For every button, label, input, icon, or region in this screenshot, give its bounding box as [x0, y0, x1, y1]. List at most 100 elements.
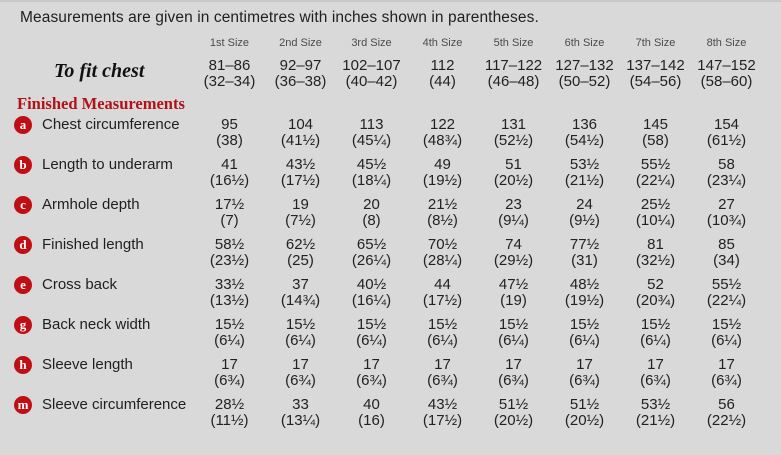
size-header-spacer: [0, 37, 194, 49]
value-cell: 15½ (6¼): [336, 317, 407, 357]
value-cell: 15½ (6¼): [478, 317, 549, 357]
value-cell: 127–132 (50–52): [549, 58, 620, 90]
value-cm: 55½: [640, 156, 671, 173]
value-cell: 17 (6¾): [478, 357, 549, 397]
value-cm: 21½: [427, 196, 458, 213]
value-cell: 117–122 (46–48): [478, 58, 549, 90]
value-inches: (44): [429, 73, 456, 90]
value-cm: 147–152: [697, 57, 756, 74]
value-cell: 131 (52½): [478, 117, 549, 157]
value-inches: (13¼): [280, 412, 321, 429]
row-label-cell: a Chest circumference: [0, 116, 194, 157]
row-label: Sleeve length: [42, 356, 133, 373]
value-inches: (38): [216, 132, 243, 149]
size-header: 1st Size: [209, 37, 250, 49]
row-label: Back neck width: [42, 316, 151, 333]
value-cell: 112 (44): [407, 58, 478, 90]
value-cm: 145: [642, 116, 669, 133]
value-cm: 15½: [569, 316, 600, 333]
value-inches: (6¾): [640, 372, 671, 389]
value-cell: 104 (41½): [265, 117, 336, 157]
value-inches: (17½): [422, 292, 463, 309]
value-inches: (32½): [635, 252, 676, 269]
value-cell: 17 (6¾): [194, 357, 265, 397]
value-cell: 137–142 (54–56): [620, 58, 691, 90]
value-inches: (25): [287, 252, 314, 269]
value-inches: (6¾): [356, 372, 387, 389]
value-cm: 49: [434, 156, 451, 173]
value-cell: 33½ (13½): [194, 277, 265, 317]
value-cm: 58½: [214, 236, 245, 253]
row-label: Chest circumference: [42, 116, 180, 133]
value-cm: 51½: [569, 396, 600, 413]
value-cm: 15½: [498, 316, 529, 333]
value-cm: 43½: [427, 396, 458, 413]
value-cell: 154 (61½): [691, 117, 762, 157]
row-key-badge: h: [14, 356, 32, 374]
value-cm: 15½: [214, 316, 245, 333]
measurement-row: b Length to underarm 41 (16½) 43½ (17½) …: [0, 156, 781, 197]
value-cell: 40½ (16¼): [336, 277, 407, 317]
value-cm: 51: [505, 156, 522, 173]
measurement-row: c Armhole depth 17½ (7) 19 (7½) 20 (8) 2…: [0, 196, 781, 237]
measurement-row: m Sleeve circumference 28½ (11½) 33 (13¼…: [0, 396, 781, 437]
value-inches: (61½): [706, 132, 747, 149]
row-label-cell: e Cross back: [0, 276, 194, 317]
value-cell: 44 (17½): [407, 277, 478, 317]
value-cell: 20 (8): [336, 197, 407, 237]
row-label-cell: g Back neck width: [0, 316, 194, 357]
value-cm: 15½: [640, 316, 671, 333]
value-cell: 41 (16½): [194, 157, 265, 197]
row-key-badge: c: [14, 196, 32, 214]
value-cell: 21½ (8½): [407, 197, 478, 237]
row-label: Finished length: [42, 236, 144, 253]
value-cell: 51 (20½): [478, 157, 549, 197]
value-cm: 122: [429, 116, 456, 133]
value-inches: (29½): [493, 252, 534, 269]
row-label: Length to underarm: [42, 156, 173, 173]
value-cm: 23: [505, 196, 522, 213]
value-inches: (22¼): [706, 292, 747, 309]
value-cm: 25½: [640, 196, 671, 213]
value-inches: (6¾): [427, 372, 458, 389]
value-cell: 43½ (17½): [265, 157, 336, 197]
size-header: 5th Size: [493, 37, 534, 49]
value-inches: (6¼): [214, 332, 245, 349]
value-cm: 56: [718, 396, 735, 413]
value-inches: (18¼): [351, 172, 392, 189]
value-cm: 17: [576, 356, 593, 373]
value-cm: 20: [363, 196, 380, 213]
value-cm: 70½: [427, 236, 458, 253]
value-inches: (20¾): [635, 292, 676, 309]
value-inches: (40–42): [345, 73, 398, 90]
value-inches: (58–60): [700, 73, 753, 90]
value-cm: 112: [430, 57, 455, 74]
value-cell: 58 (23¼): [691, 157, 762, 197]
value-inches: (22¼): [635, 172, 676, 189]
row-key-badge: e: [14, 276, 32, 294]
value-cm: 137–142: [626, 57, 685, 74]
value-cm: 154: [713, 116, 740, 133]
value-inches: (6¼): [711, 332, 742, 349]
row-label: Sleeve circumference: [42, 396, 187, 413]
value-cell: 85 (34): [691, 237, 762, 277]
value-cell: 28½ (11½): [194, 397, 265, 437]
value-cell: 17 (6¾): [336, 357, 407, 397]
value-inches: (26¼): [351, 252, 392, 269]
value-cell: 19 (7½): [265, 197, 336, 237]
value-cm: 17: [647, 356, 664, 373]
value-cell: 23 (9¼): [478, 197, 549, 237]
row-label-cell: m Sleeve circumference: [0, 396, 194, 437]
value-cm: 55½: [711, 276, 742, 293]
value-inches: (48¾): [422, 132, 463, 149]
value-inches: (16¼): [351, 292, 392, 309]
size-header-row: 1st Size 2nd Size 3rd Size 4th Size 5th Size…: [0, 37, 781, 49]
value-cell: 17 (6¾): [620, 357, 691, 397]
to-fit-chest-row: To fit chest 81–86 (32–34) 92–97 (36–38)…: [0, 58, 781, 90]
value-cell: 62½ (25): [265, 237, 336, 277]
value-cm: 131: [500, 116, 527, 133]
value-cm: 17: [292, 356, 309, 373]
value-inches: (20½): [564, 412, 605, 429]
value-cell: 15½ (6¼): [549, 317, 620, 357]
value-inches: (8): [362, 212, 381, 229]
